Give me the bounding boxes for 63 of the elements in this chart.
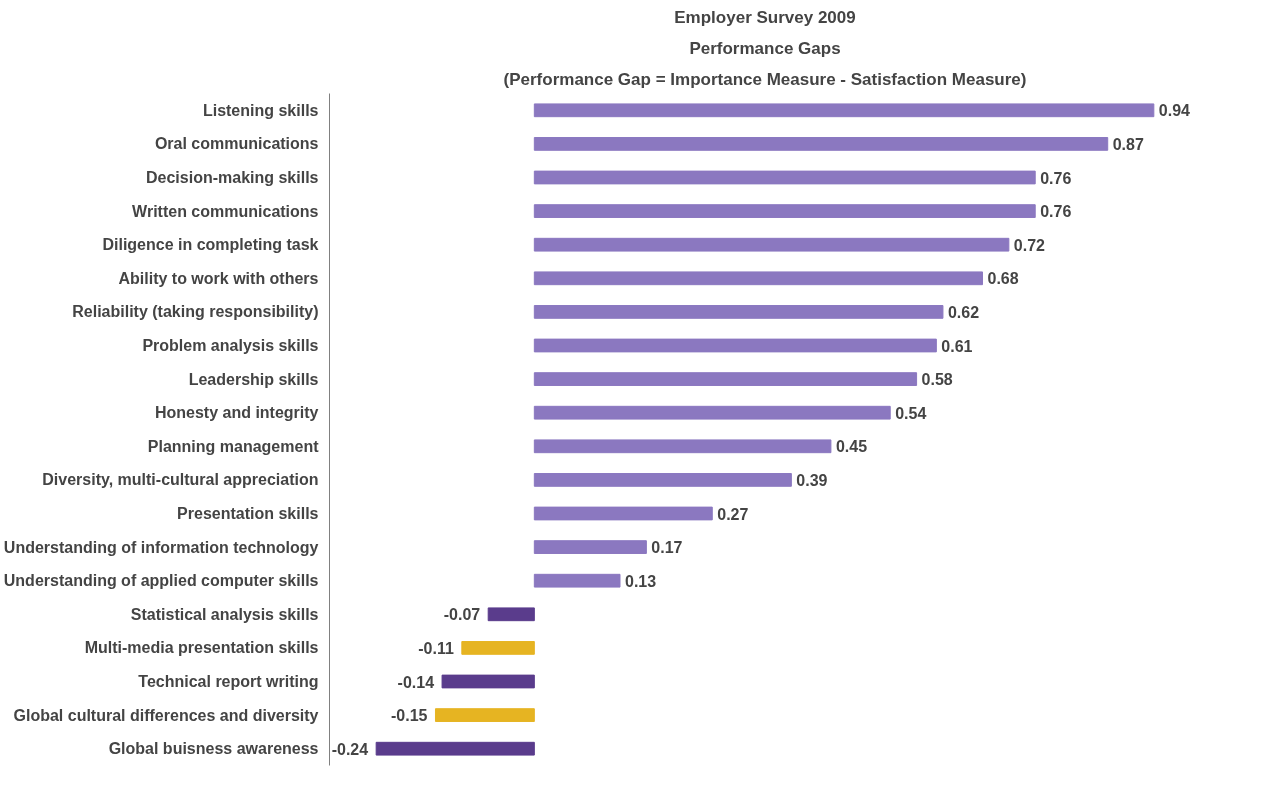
bar bbox=[533, 338, 937, 353]
data-label: 0.87 bbox=[1112, 135, 1144, 153]
bar bbox=[533, 170, 1036, 185]
data-label: 0.61 bbox=[941, 337, 973, 355]
data-label: 0.45 bbox=[835, 438, 868, 456]
bar bbox=[434, 708, 535, 722]
y-tick-label: Diversity, multi-cultural appreciation bbox=[42, 471, 319, 489]
data-label: -0.15 bbox=[391, 707, 428, 725]
bar bbox=[533, 137, 1109, 151]
text: (Performance Gap = Importance Measure - Satisfaction Measure) bbox=[503, 69, 1027, 89]
bar bbox=[533, 305, 944, 319]
data-label: 0.58 bbox=[921, 371, 953, 389]
bar bbox=[461, 641, 535, 655]
data-label: 0.39 bbox=[796, 471, 828, 489]
y-tick-label: Reliability (taking responsibility) bbox=[72, 303, 319, 321]
y-tick-label: Honesty and integrity bbox=[154, 404, 319, 422]
y-tick-label: Diligence in completing task bbox=[102, 236, 319, 254]
y-tick-label: Presentation skills bbox=[177, 505, 319, 522]
data-label: -0.24 bbox=[331, 740, 369, 758]
data-label: 0.76 bbox=[1040, 203, 1072, 221]
bar bbox=[533, 103, 1155, 118]
bar bbox=[533, 271, 983, 286]
y-tick-label: Written communications bbox=[132, 202, 319, 220]
y-tick-label: Decision-making skills bbox=[145, 169, 319, 186]
data-label: 0.72 bbox=[1013, 236, 1046, 254]
y-tick-label: Problem analysis skills bbox=[142, 337, 319, 354]
data-label: 0.17 bbox=[651, 539, 683, 557]
bar bbox=[533, 237, 1010, 252]
bar bbox=[533, 473, 792, 487]
y-tick-label: Understanding of information technology bbox=[3, 538, 319, 556]
data-label: 0.13 bbox=[625, 572, 657, 590]
bar bbox=[533, 573, 621, 588]
y-tick-label: Planning management bbox=[147, 437, 320, 455]
data-label: 0.68 bbox=[987, 270, 1019, 288]
y-tick-label: Technical report writing bbox=[138, 673, 319, 690]
y-tick-label: Leadership skills bbox=[188, 370, 319, 388]
bar bbox=[441, 674, 535, 689]
bar bbox=[533, 439, 832, 454]
bar bbox=[533, 405, 891, 420]
y-tick-label: Multi-media presentation skills bbox=[84, 639, 319, 657]
data-label: -0.07 bbox=[443, 606, 481, 624]
chart-title: Employer Survey 2009 bbox=[674, 7, 856, 27]
data-label: -0.14 bbox=[397, 673, 435, 691]
y-tick-label: Understanding of applied computer skills bbox=[3, 572, 319, 590]
data-label: 0.94 bbox=[1158, 102, 1191, 120]
y-tick-label: Listening skills bbox=[202, 101, 319, 119]
chart-subtitle: Performance Gaps bbox=[689, 38, 841, 58]
y-tick-label: Global buisness awareness bbox=[108, 740, 319, 758]
bar bbox=[533, 372, 918, 386]
data-label: 0.27 bbox=[717, 505, 749, 523]
bar bbox=[375, 741, 535, 756]
data-label: 0.76 bbox=[1040, 169, 1072, 187]
y-tick-label: Statistical analysis skills bbox=[130, 605, 319, 623]
bar bbox=[533, 506, 713, 521]
data-label: 0.62 bbox=[947, 303, 980, 321]
bar bbox=[533, 204, 1036, 218]
data-label: -0.11 bbox=[418, 639, 454, 657]
data-label: 0.54 bbox=[895, 404, 927, 422]
bar bbox=[533, 540, 647, 554]
bar bbox=[487, 607, 535, 622]
y-tick-label: Global cultural differences and diversity bbox=[13, 706, 319, 724]
y-tick-label: Oral communications bbox=[154, 135, 319, 153]
y-tick-label: Ability to work with others bbox=[118, 269, 319, 287]
